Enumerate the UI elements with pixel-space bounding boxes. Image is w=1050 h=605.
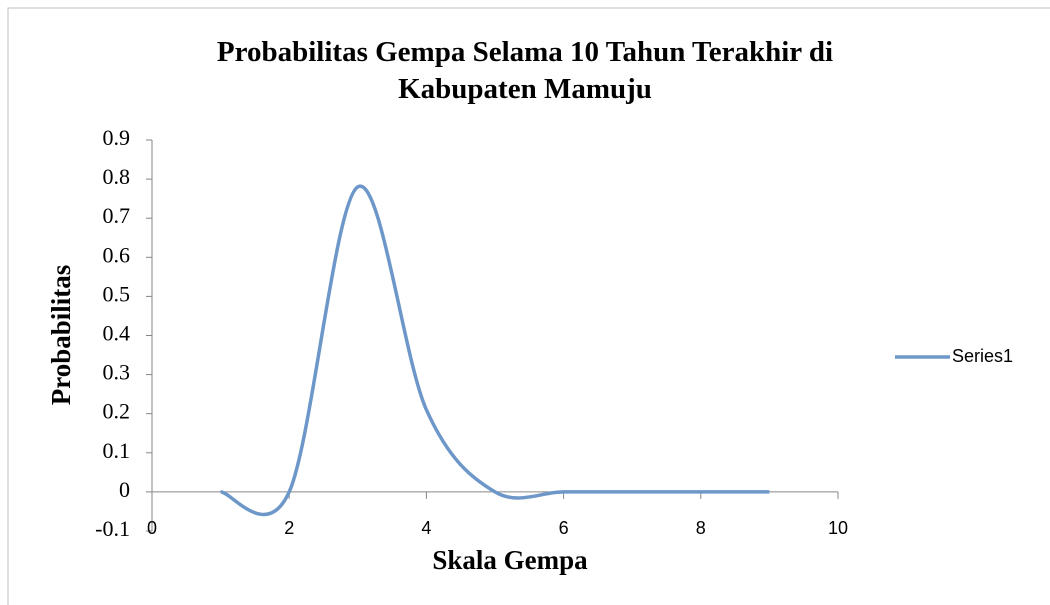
y-tick-label: 0.5 (103, 281, 131, 306)
y-axis-label: Probabilitas (46, 265, 76, 406)
series-line (220, 184, 770, 517)
x-tick-label: 6 (559, 518, 569, 538)
x-tick-label: 2 (284, 518, 294, 538)
y-tick-label: 0.1 (103, 438, 131, 463)
chart-title: Probabilitas Gempa Selama 10 Tahun Terak… (216, 36, 834, 105)
y-tick-label: 0.9 (103, 125, 131, 150)
y-tick-label: 0.8 (103, 164, 131, 189)
y-tick-label: 0.4 (103, 321, 131, 346)
y-tick-label: -0.1 (95, 516, 130, 541)
y-tick-label: 0 (119, 477, 130, 502)
y-tick-label: 0.3 (103, 360, 131, 385)
legend-label: Series1 (952, 346, 1013, 366)
x-tick-label: 8 (696, 518, 706, 538)
chart-frame (7, 7, 1050, 605)
x-tick-label: 4 (421, 518, 431, 538)
y-tick-label: 0.7 (103, 203, 131, 228)
y-tick-label: 0.6 (103, 242, 131, 267)
x-axis-label: Skala Gempa (432, 545, 588, 575)
x-tick-label: 0 (147, 518, 157, 538)
x-tick-label: 10 (828, 518, 848, 538)
y-tick-label: 0.2 (103, 399, 131, 424)
